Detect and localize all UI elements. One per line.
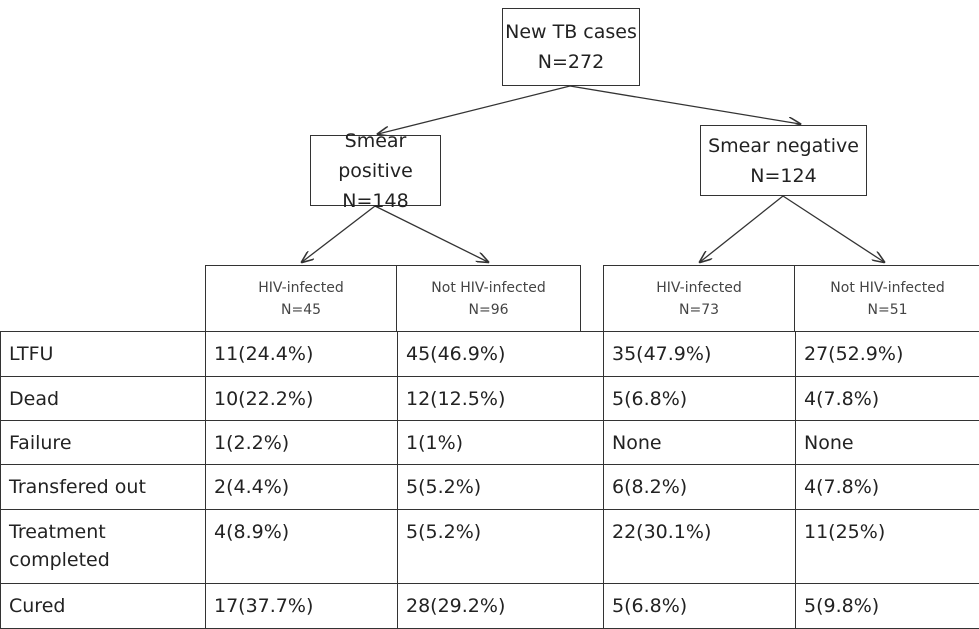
row-label: LTFU [1,332,206,377]
cell: 27(52.9%) [796,332,979,377]
node-count: N=148 [311,186,440,216]
cell: 28(29.2%) [398,584,604,629]
cell: 4(7.8%) [796,377,979,421]
row-label: Treatment completed [1,510,206,584]
cell: 6(8.2%) [604,465,796,510]
node-count: N=124 [701,161,866,191]
cell: 10(22.2%) [206,377,398,421]
group-header: Not HIV-infected N=96 [397,265,581,331]
cell: 17(37.7%) [206,584,398,629]
cell: 1(2.2%) [206,421,398,465]
cell: 2(4.4%) [206,465,398,510]
branch-node: Smear negative N=124 [700,125,867,196]
arrow [783,196,884,262]
group-header: HIV-infected N=45 [205,265,397,331]
cell: 5(6.8%) [604,584,796,629]
cell: None [796,421,979,465]
cell: 1(1%) [398,421,604,465]
row-label: Dead [1,377,206,421]
group-count: N=51 [795,299,979,321]
cell: 5(5.2%) [398,465,604,510]
group-label: Not HIV-infected [795,277,979,299]
root-node: New TB cases N=272 [502,8,640,86]
cell: 11(25%) [796,510,979,584]
arrow [570,86,800,124]
row-label: Transfered out [1,465,206,510]
arrow [700,196,783,262]
cell: 5(6.8%) [604,377,796,421]
cell: 5(9.8%) [796,584,979,629]
cell: 5(5.2%) [398,510,604,584]
cell: None [604,421,796,465]
node-count: N=272 [503,47,639,77]
group-header: HIV-infected N=73 [603,265,795,331]
cell: 45(46.9%) [398,332,604,377]
group-label: HIV-infected [206,277,396,299]
node-label: Smear negative [701,131,866,161]
cell: 4(7.8%) [796,465,979,510]
group-count: N=73 [604,299,794,321]
node-label: New TB cases [503,17,639,47]
row-label: Failure [1,421,206,465]
group-label: HIV-infected [604,277,794,299]
cell: 22(30.1%) [604,510,796,584]
branch-node: Smear positive N=148 [310,135,441,206]
row-label: Cured [1,584,206,629]
group-label: Not HIV-infected [397,277,580,299]
cell: 4(8.9%) [206,510,398,584]
group-count: N=45 [206,299,396,321]
group-header: Not HIV-infected N=51 [795,265,979,331]
cell: 12(12.5%) [398,377,604,421]
cell: 35(47.9%) [604,332,796,377]
group-count: N=96 [397,299,580,321]
cell: 11(24.4%) [206,332,398,377]
node-label: Smear positive [311,126,440,186]
